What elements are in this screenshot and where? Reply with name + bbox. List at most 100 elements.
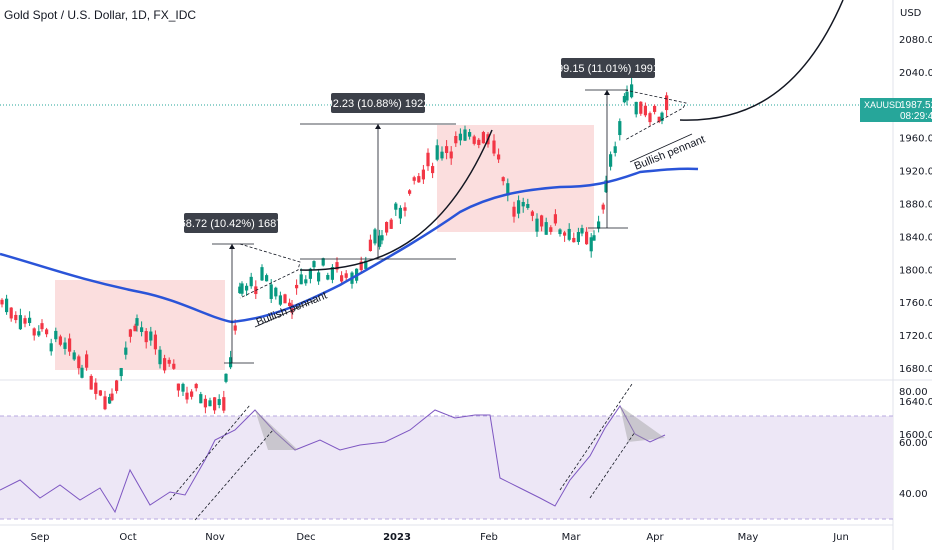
candle-body <box>103 396 107 410</box>
candle-body <box>108 397 112 404</box>
rsi-channel-2b <box>559 383 633 491</box>
candle-body <box>238 286 242 294</box>
candle-body <box>412 177 416 181</box>
candle-body <box>199 394 203 404</box>
candle-body <box>572 237 576 243</box>
candle-body <box>389 219 393 229</box>
candle-body <box>45 329 49 335</box>
candle-body <box>506 183 510 196</box>
candle-body <box>144 331 148 343</box>
measure-1-label: 168.72 (10.42%) 16872 <box>174 218 289 230</box>
time-label: Feb <box>480 532 498 543</box>
candle-body <box>274 287 278 297</box>
candle-body <box>435 145 439 160</box>
candle-body <box>98 390 102 396</box>
time-label: Sep <box>31 532 50 543</box>
candle-body <box>269 284 273 299</box>
candle-body <box>521 201 525 207</box>
candle-body <box>385 221 389 233</box>
candle-body <box>458 133 462 141</box>
candle-body <box>431 166 435 174</box>
candle-body <box>190 391 194 397</box>
candle-body <box>512 206 516 217</box>
candle-body <box>28 317 32 324</box>
candle-body <box>481 132 485 144</box>
candle-body <box>288 302 292 307</box>
candle-body <box>417 176 421 183</box>
price-badge-symbol: XAUUSD <box>864 100 902 110</box>
candle-body <box>597 221 601 229</box>
pennant-2-label: Bullish pennant <box>633 133 707 172</box>
candle-body <box>378 235 382 247</box>
candle-body <box>609 154 613 167</box>
candle-body <box>245 285 249 291</box>
candle-body <box>340 275 344 282</box>
candle-body <box>5 298 9 313</box>
candle-body <box>233 325 237 331</box>
candle-body <box>592 235 596 241</box>
candle-body <box>373 229 377 244</box>
candle-body <box>77 356 81 369</box>
measure-3-label-bg <box>561 58 655 78</box>
candle-body <box>567 228 571 240</box>
pennant-2-lines <box>624 89 687 141</box>
candle-body <box>344 273 348 278</box>
candle-body <box>426 152 430 167</box>
candle-body <box>185 392 189 400</box>
candle-body <box>304 279 308 284</box>
candlesticks <box>0 77 669 414</box>
measure-2-arrow <box>375 124 381 129</box>
candle-body <box>454 136 458 144</box>
candle-body <box>110 393 114 401</box>
time-label: Mar <box>562 532 582 543</box>
pennant-1-lines <box>239 243 301 299</box>
price-tick: 1600.00 <box>899 430 932 441</box>
candle-body <box>665 95 669 111</box>
candle-body <box>563 232 567 236</box>
candle-body <box>85 354 89 368</box>
candle-body <box>576 232 580 242</box>
candle-body <box>601 204 605 210</box>
candle-body <box>326 274 330 280</box>
candle-body <box>657 116 661 122</box>
candle-body <box>630 84 634 98</box>
candle-body <box>290 304 294 313</box>
candle-body <box>660 112 664 122</box>
candle-body <box>330 267 334 280</box>
candle-body <box>158 349 162 365</box>
candle-body <box>408 190 412 194</box>
candle-body <box>468 132 472 137</box>
candle-body <box>497 154 501 160</box>
candle-body <box>653 105 657 112</box>
projection-curve[interactable] <box>679 0 844 121</box>
candle-body <box>115 380 119 391</box>
price-badge <box>860 98 932 122</box>
candle-body <box>18 315 22 330</box>
measure-2-label-bg <box>331 93 425 113</box>
moving-average-line[interactable] <box>0 167 699 324</box>
rsi-line[interactable] <box>0 405 666 514</box>
candle-body <box>283 294 287 304</box>
candle-body <box>517 200 521 214</box>
price-tick: 1760.00 <box>899 298 932 309</box>
pennant-2-arrow <box>629 133 693 163</box>
measure-1-arrow <box>229 244 235 249</box>
candle-body <box>68 338 72 352</box>
candle-body <box>553 214 557 224</box>
candle-body <box>477 139 481 145</box>
candle-body <box>440 151 444 159</box>
candle-body <box>613 146 617 153</box>
time-label: Jun <box>832 532 849 543</box>
price-badge-countdown: 08:29:44 <box>900 111 932 122</box>
candle-body <box>368 239 372 252</box>
candle-body <box>49 343 53 352</box>
candle-body <box>135 318 139 326</box>
time-label: 2023 <box>383 532 411 543</box>
candle-body <box>80 367 84 378</box>
candle-body <box>94 382 98 394</box>
price-tick: 2040.00 <box>899 68 932 79</box>
candle-body <box>140 327 144 332</box>
candle-body <box>359 261 363 271</box>
price-tick: 1640.00 <box>899 397 932 408</box>
